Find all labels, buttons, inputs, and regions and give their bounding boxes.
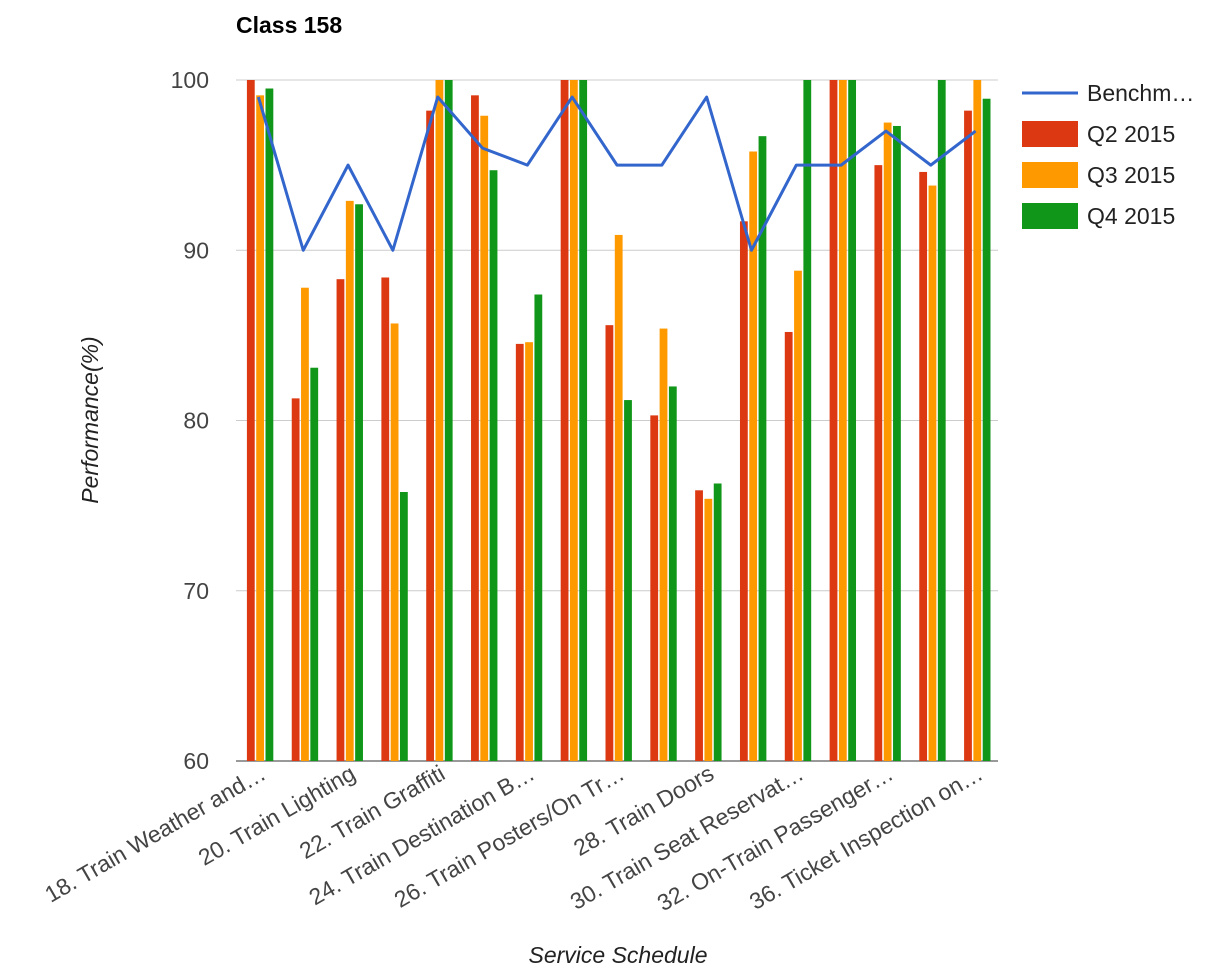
bar-q4-2015 bbox=[713, 483, 722, 761]
y-tick-label: 90 bbox=[183, 237, 209, 263]
bar-q4-2015 bbox=[310, 367, 319, 761]
bar-q2-2015 bbox=[426, 110, 435, 761]
bar-q3-2015 bbox=[749, 151, 758, 761]
bar-q4-2015 bbox=[893, 125, 901, 762]
bar-q3-2015 bbox=[569, 80, 578, 761]
y-tick-label: 70 bbox=[183, 578, 209, 604]
bar-q2-2015 bbox=[650, 415, 659, 761]
bar-q2-2015 bbox=[560, 80, 569, 761]
y-axis-ticks: 60 70 80 90 100 bbox=[171, 67, 209, 774]
bar-q4-2015 bbox=[803, 80, 812, 761]
bar-q3-2015 bbox=[659, 328, 668, 761]
bar-q3-2015 bbox=[614, 234, 623, 761]
bar-q2-2015 bbox=[246, 80, 255, 761]
bar-q2-2015 bbox=[695, 490, 703, 761]
bar-q4-2015 bbox=[489, 170, 498, 762]
bar-q3-2015 bbox=[390, 323, 399, 761]
bar-q3-2015 bbox=[525, 342, 533, 761]
bar-q3-2015 bbox=[838, 80, 847, 761]
bar-q4-2015 bbox=[937, 80, 946, 761]
bar-q3-2015 bbox=[704, 498, 713, 761]
bar-q3-2015 bbox=[435, 80, 444, 761]
y-tick-label: 80 bbox=[183, 408, 209, 434]
bar-q4-2015 bbox=[668, 386, 677, 761]
bar-q2-2015 bbox=[471, 95, 479, 761]
bar-q3-2015 bbox=[883, 122, 892, 761]
bar-q2-2015 bbox=[829, 80, 838, 761]
bar-q2-2015 bbox=[336, 279, 345, 761]
bar-q3-2015 bbox=[480, 115, 489, 761]
chart-title: Class 158 bbox=[236, 12, 342, 38]
bar-q4-2015 bbox=[399, 492, 408, 761]
legend-label: Benchm… bbox=[1087, 80, 1194, 106]
legend-swatch bbox=[1022, 121, 1078, 147]
bar-q4-2015 bbox=[265, 88, 274, 761]
legend-label: Q4 2015 bbox=[1087, 203, 1175, 229]
benchmark-line bbox=[256, 95, 977, 252]
legend-swatch bbox=[1022, 162, 1078, 188]
bar-q4-2015 bbox=[758, 136, 767, 761]
bar-q4-2015 bbox=[982, 98, 991, 762]
x-axis-title: Service Schedule bbox=[529, 942, 708, 968]
bar-q2-2015 bbox=[739, 221, 748, 761]
x-axis-ticks: 18. Train Weather and…20. Train Lighting… bbox=[40, 760, 987, 916]
legend-label: Q2 2015 bbox=[1087, 121, 1175, 147]
bar-q4-2015 bbox=[444, 80, 453, 761]
bar-q2-2015 bbox=[964, 110, 972, 761]
y-tick-label: 60 bbox=[183, 748, 209, 774]
bar-q4-2015 bbox=[355, 204, 363, 761]
y-axis-title: Performance(%) bbox=[77, 336, 103, 503]
bar-q3-2015 bbox=[301, 287, 309, 761]
bar-q4-2015 bbox=[579, 80, 588, 761]
y-tick-label: 100 bbox=[171, 67, 209, 93]
bar-q4-2015 bbox=[848, 80, 857, 761]
legend: Benchm… Q2 2015 Q3 2015 Q4 2015 bbox=[1022, 80, 1194, 229]
bar-q2-2015 bbox=[291, 398, 300, 761]
bar-q2-2015 bbox=[605, 325, 614, 761]
bar-q3-2015 bbox=[345, 200, 354, 761]
bar-q2-2015 bbox=[515, 343, 524, 761]
legend-swatch bbox=[1022, 203, 1078, 229]
bar-q2-2015 bbox=[874, 165, 883, 762]
bar-q2-2015 bbox=[381, 277, 390, 761]
bar-q3-2015 bbox=[928, 185, 937, 761]
bar-q4-2015 bbox=[624, 400, 632, 761]
bar-q2-2015 bbox=[919, 171, 928, 761]
benchmark-line-layer bbox=[256, 95, 977, 252]
bar-q3-2015 bbox=[794, 270, 802, 761]
legend-label: Q3 2015 bbox=[1087, 162, 1175, 188]
bars bbox=[246, 80, 991, 762]
x-tick-label: 20. Train Lighting bbox=[194, 760, 360, 871]
bar-q3-2015 bbox=[973, 80, 982, 761]
bar-q2-2015 bbox=[784, 331, 793, 761]
bar-q4-2015 bbox=[534, 294, 543, 761]
bar-q3-2015 bbox=[256, 95, 265, 761]
